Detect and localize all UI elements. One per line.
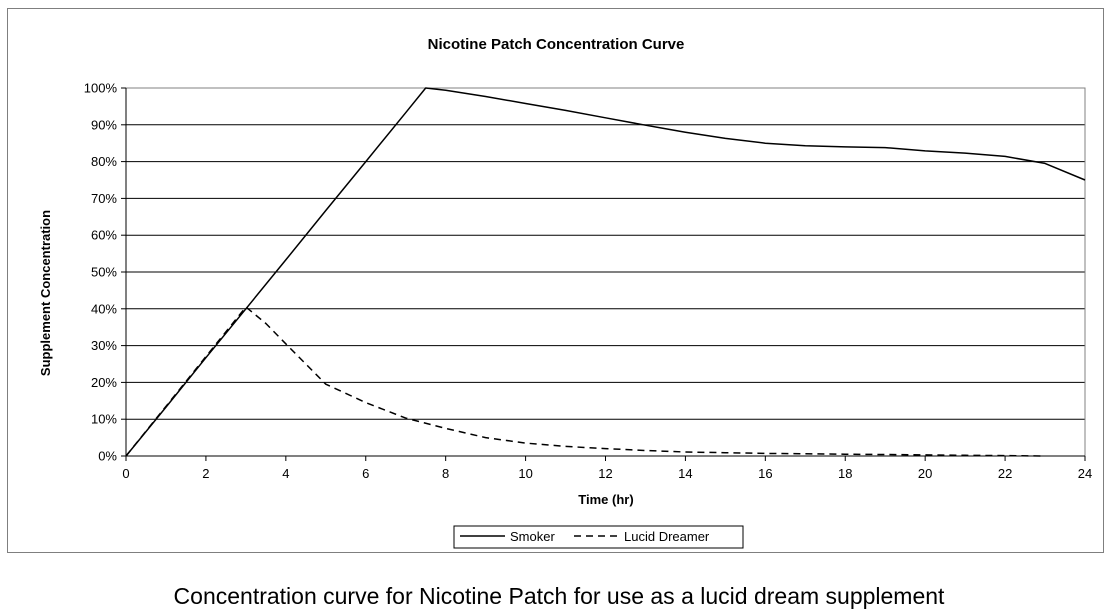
x-tick-label: 4	[282, 466, 289, 481]
x-tick-label: 0	[122, 466, 129, 481]
x-tick-label: 12	[598, 466, 612, 481]
series-line-lucid-dreamer	[125, 306, 1046, 457]
x-tick-label: 14	[678, 466, 692, 481]
y-tick-label: 100%	[84, 81, 118, 96]
x-tick-label: 6	[362, 466, 369, 481]
x-tick-label: 20	[918, 466, 932, 481]
figure-caption: Concentration curve for Nicotine Patch f…	[173, 583, 945, 609]
legend-label-lucid-dreamer: Lucid Dreamer	[624, 529, 710, 544]
line-chart: Nicotine Patch Concentration Curve 0% 10%…	[38, 36, 1092, 549]
legend-label-smoker: Smoker	[510, 529, 555, 544]
y-tick-label: 70%	[91, 191, 117, 206]
y-tick-label: 30%	[91, 338, 117, 353]
x-axis: 0 2 4 6 8 10 12 14 16 18 20 22 24	[122, 88, 1092, 481]
x-tick-label: 18	[838, 466, 852, 481]
chart-frame: Nicotine Patch Concentration Curve 0% 10%…	[7, 8, 1104, 553]
legend-box	[453, 525, 744, 549]
y-tick-label: 50%	[91, 265, 117, 280]
series-line-smoker	[125, 87, 1086, 457]
x-tick-label: 16	[758, 466, 772, 481]
gridlines	[126, 87, 1085, 457]
y-tick-label: 90%	[91, 117, 117, 132]
y-tick-label: 10%	[91, 412, 117, 427]
y-axis-label: Supplement Concentration	[38, 210, 53, 376]
x-tick-label: 2	[202, 466, 209, 481]
y-tick-label: 20%	[91, 375, 117, 390]
x-tick-label: 22	[998, 466, 1012, 481]
y-axis: 0% 10% 20% 30% 40% 50% 60% 70% 80% 90% 100%	[84, 81, 126, 464]
legend: Smoker Lucid Dreamer	[453, 525, 744, 549]
series-lines	[125, 87, 1086, 457]
y-tick-label: 40%	[91, 301, 117, 316]
y-tick-label: 60%	[91, 228, 117, 243]
x-axis-label: Time (hr)	[578, 492, 633, 507]
chart-title: Nicotine Patch Concentration Curve	[428, 36, 685, 53]
x-tick-label: 8	[442, 466, 449, 481]
x-tick-label: 10	[518, 466, 532, 481]
x-tick-label: 24	[1078, 466, 1092, 481]
y-tick-label: 80%	[91, 154, 117, 169]
y-tick-label: 0%	[98, 449, 117, 464]
